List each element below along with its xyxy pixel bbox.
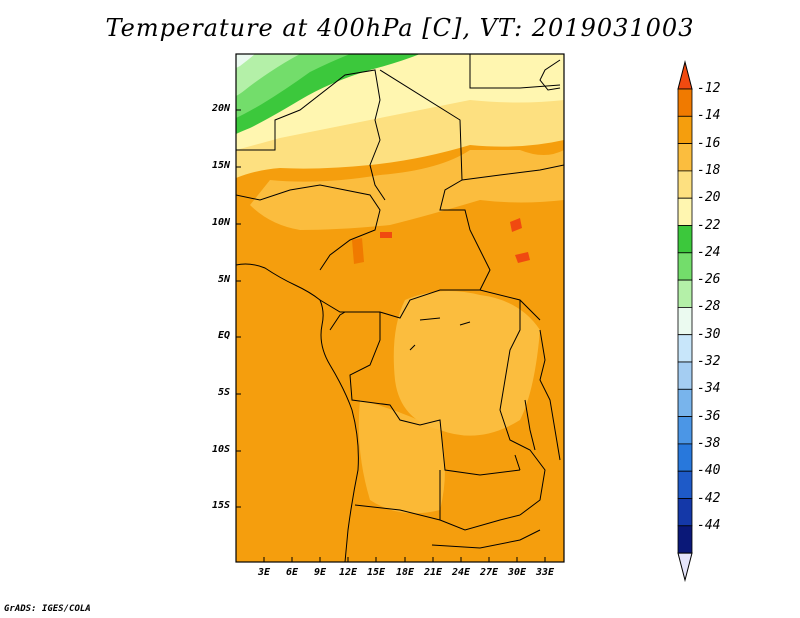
colorbar-label: -24 — [697, 244, 721, 260]
plot-title: Temperature at 400hPa [C], VT: 201903100… — [105, 14, 695, 42]
x-axis-label: 30E — [507, 567, 527, 578]
colorbar-label: -32 — [697, 354, 721, 369]
y-axis-label: EQ — [217, 330, 230, 341]
y-axis-label: 10N — [211, 217, 230, 228]
border-north-d — [469, 54, 561, 89]
border-north-c — [461, 164, 564, 181]
field-spot-warm-3 — [515, 252, 530, 263]
colorbar-label: -38 — [697, 435, 721, 451]
borders — [236, 54, 564, 562]
colorbar-box — [677, 361, 693, 390]
field-band-18-16-sahel — [250, 150, 564, 230]
colorbar-box — [677, 416, 693, 445]
coastline — [236, 263, 359, 562]
colorbar-label: -40 — [697, 463, 721, 479]
x-axis-label: 3E — [257, 567, 271, 578]
colorbar-box — [677, 88, 693, 117]
colorbar-label: -22 — [697, 217, 721, 233]
map-frame — [235, 53, 565, 563]
border-east — [499, 300, 546, 516]
border-south-a — [439, 470, 521, 531]
colorbar-label: -18 — [697, 162, 721, 178]
colorbar-label: -44 — [697, 517, 721, 533]
field-spot-warm-4 — [380, 232, 392, 238]
border-east-coast — [539, 329, 561, 461]
colorbar-label: -34 — [697, 381, 721, 397]
colorbar-box — [677, 498, 693, 527]
border-central-b — [349, 312, 521, 476]
border-nile — [539, 59, 561, 91]
colorbar-label: -20 — [697, 190, 721, 206]
colorbar-label: -28 — [697, 299, 721, 315]
border-central-a — [319, 289, 541, 321]
x-axis-label: 6E — [285, 567, 299, 578]
x-axis-label: 15E — [366, 567, 386, 578]
colorbar-box — [677, 334, 693, 363]
x-axis-label: 18E — [395, 567, 415, 578]
y-axis-label: 5S — [217, 387, 230, 398]
colorbar-box — [677, 170, 693, 199]
colorbar-box — [677, 143, 693, 172]
field-band-18-16-south — [358, 400, 445, 514]
colorbar-label: -30 — [697, 326, 721, 342]
y-axis-label: 20N — [211, 103, 230, 114]
x-axis-label: 27E — [479, 567, 499, 578]
temperature-field — [236, 54, 564, 562]
colorbar-box — [677, 225, 693, 254]
y-axis-label: 15N — [211, 160, 230, 171]
x-ticks — [263, 557, 546, 562]
colorbar-min-triangle — [677, 552, 693, 583]
y-axis-label: 15S — [211, 500, 230, 511]
x-axis-label: 24E — [451, 567, 471, 578]
colorbar-label: -16 — [697, 135, 721, 151]
colorbar-box — [677, 306, 693, 336]
y-ticks — [236, 109, 241, 508]
border-south-c — [431, 529, 541, 549]
rift-lakes — [514, 399, 536, 471]
border-south-b — [354, 504, 441, 521]
field-band-30-28 — [236, 54, 255, 68]
colorbar-max-triangle — [677, 60, 693, 90]
colorbar-label: -12 — [697, 81, 721, 96]
colorbar-label: -14 — [697, 108, 721, 124]
colorbar-label: -42 — [697, 490, 721, 506]
colorbar-box — [677, 197, 693, 226]
grads-credit: GrADS: IGES/COLA — [4, 604, 91, 614]
x-axis-label: 21E — [423, 567, 443, 578]
colorbar-boxes — [677, 60, 693, 583]
border-gabon — [329, 311, 346, 331]
field-band-28-26 — [236, 54, 300, 96]
border-north-a — [236, 69, 386, 201]
lakes — [409, 317, 471, 351]
field-spot-warm-1 — [352, 238, 364, 264]
colorbar-box — [677, 252, 693, 281]
field-band-18-16-central — [393, 291, 540, 436]
colorbar-label: -36 — [697, 408, 721, 424]
colorbar-box — [677, 525, 693, 554]
colorbar-box — [677, 388, 693, 417]
x-axis-label: 33E — [535, 567, 555, 578]
border-west-africa — [236, 184, 381, 271]
colorbar-box — [677, 279, 693, 308]
colorbar-box — [677, 470, 693, 499]
colorbar-box — [677, 443, 693, 472]
colorbar-box — [677, 115, 693, 145]
x-axis-label: 12E — [338, 567, 358, 578]
y-axis-label: 10S — [211, 444, 230, 455]
x-axis-label: 9E — [313, 567, 327, 578]
y-axis-label: 5N — [217, 274, 230, 285]
colorbar-label: -26 — [697, 272, 721, 288]
field-spot-warm-2 — [510, 218, 522, 232]
border-north-b — [379, 69, 491, 291]
